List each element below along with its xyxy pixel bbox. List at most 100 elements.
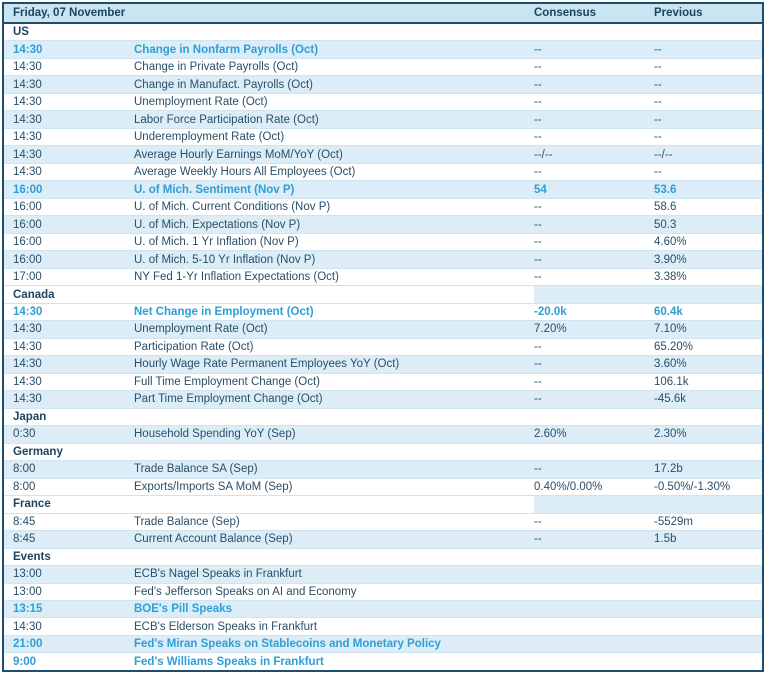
time-cell: 16:00 [13, 218, 42, 231]
previous-cell: 3.38% [654, 271, 687, 284]
consensus-cell: -- [534, 393, 542, 406]
time-cell: 16:00 [13, 253, 42, 266]
consensus-cell: -- [534, 96, 542, 109]
consensus-cell: -- [534, 78, 542, 91]
event-cell: Underemployment Rate (Oct) [134, 131, 285, 144]
event-cell: Change in Private Payrolls (Oct) [134, 61, 299, 74]
consensus-cell: 2.60% [534, 428, 567, 441]
event-cell: NY Fed 1-Yr Inflation Expectations (Oct) [134, 271, 339, 284]
previous-cell: -5529m [654, 515, 693, 528]
section-header-row: France [4, 496, 762, 514]
time-cell: 14:30 [13, 78, 42, 91]
previous-cell: 17.2b [654, 463, 683, 476]
time-cell: 14:30 [13, 305, 43, 318]
section-filler [534, 24, 762, 40]
previous-cell: -- [654, 61, 662, 74]
consensus-cell: -- [534, 358, 542, 371]
table-header-row: Friday, 07 November Consensus Previous [4, 4, 762, 24]
consensus-cell: 7.20% [534, 323, 567, 336]
time-cell: 14:30 [13, 43, 43, 56]
previous-cell: 106.1k [654, 375, 689, 388]
table-row: 17:00 NY Fed 1-Yr Inflation Expectations… [4, 268, 762, 287]
consensus-cell: -- [534, 463, 542, 476]
event-cell: Full Time Employment Change (Oct) [134, 375, 320, 388]
section-label: France [4, 496, 534, 513]
time-cell: 16:00 [13, 236, 42, 249]
time-cell: 14:30 [13, 131, 42, 144]
event-cell: U. of Mich. Expectations (Nov P) [134, 218, 301, 231]
previous-cell: 3.90% [654, 253, 687, 266]
table-row: 8:45 Current Account Balance (Sep) -- 1.… [4, 531, 762, 549]
table-row: 14:30 Unemployment Rate (Oct) -- -- [4, 93, 762, 112]
consensus-cell: -- [534, 515, 542, 528]
section-filler [534, 549, 762, 565]
time-cell: 0:30 [13, 428, 36, 441]
event-cell: Net Change in Employment (Oct) [134, 305, 314, 318]
table-row: 14:30 Unemployment Rate (Oct) 7.20% 7.10… [4, 321, 762, 339]
table-row: 13:00 Fed's Jefferson Speaks on AI and E… [4, 583, 762, 601]
event-cell: Exports/Imports SA MoM (Sep) [134, 480, 293, 493]
table-body: US 14:30 Change in Nonfarm Payrolls (Oct… [4, 24, 762, 670]
table-row: 16:00 U. of Mich. 5-10 Yr Inflation (Nov… [4, 251, 762, 269]
table-row: 14:30 Change in Nonfarm Payrolls (Oct) -… [4, 41, 762, 59]
previous-cell: 65.20% [654, 340, 694, 353]
event-cell: Average Hourly Earnings MoM/YoY (Oct) [134, 148, 343, 161]
event-cell: Unemployment Rate (Oct) [134, 323, 268, 336]
previous-cell: --/-- [654, 148, 673, 161]
previous-cell: -- [654, 113, 662, 126]
consensus-column-header: Consensus [534, 7, 596, 19]
event-cell: Trade Balance SA (Sep) [134, 463, 258, 476]
event-cell: Labor Force Participation Rate (Oct) [134, 113, 319, 126]
previous-cell: -- [654, 96, 662, 109]
table-row: 14:30 Net Change in Employment (Oct) -20… [4, 303, 762, 322]
time-cell: 14:30 [13, 166, 42, 179]
section-label: Canada [4, 286, 534, 303]
event-cell: Household Spending YoY (Sep) [134, 428, 296, 441]
previous-cell: 3.60% [654, 358, 687, 371]
previous-cell: 2.30% [654, 428, 687, 441]
event-cell: U. of Mich. 5-10 Yr Inflation (Nov P) [134, 253, 316, 266]
event-cell: ECB's Nagel Speaks in Frankfurt [134, 568, 302, 581]
section-header-row: Japan [4, 408, 762, 427]
previous-cell: -- [654, 78, 662, 91]
section-header-row: Canada [4, 286, 762, 304]
consensus-cell: -- [534, 271, 542, 284]
table-row: 8:00 Trade Balance SA (Sep) -- 17.2b [4, 461, 762, 479]
date-header: Friday, 07 November [13, 7, 126, 19]
consensus-cell: -20.0k [534, 305, 567, 318]
consensus-cell: -- [534, 375, 542, 388]
table-row: 16:00 U. of Mich. 1 Yr Inflation (Nov P)… [4, 233, 762, 252]
table-row: 21:00 Fed's Miran Speaks on Stablecoins … [4, 635, 762, 654]
time-cell: 14:30 [13, 61, 42, 74]
time-cell: 8:00 [13, 463, 36, 476]
previous-cell: 53.6 [654, 183, 677, 196]
section-label: Germany [4, 443, 534, 461]
consensus-cell: -- [534, 201, 542, 214]
time-cell: 14:30 [13, 323, 42, 336]
table-row: 14:30 ECB's Elderson Speaks in Frankfurt [4, 618, 762, 636]
previous-cell: 1.5b [654, 533, 677, 546]
event-cell: Fed's Jefferson Speaks on AI and Economy [134, 585, 357, 598]
table-row: 14:30 Labor Force Participation Rate (Oc… [4, 111, 762, 129]
table-row: 16:00 U. of Mich. Expectations (Nov P) -… [4, 216, 762, 234]
event-cell: U. of Mich. Current Conditions (Nov P) [134, 201, 331, 214]
time-cell: 14:30 [13, 96, 42, 109]
time-cell: 14:30 [13, 375, 42, 388]
time-cell: 14:30 [13, 148, 42, 161]
time-cell: 14:30 [13, 340, 42, 353]
time-cell: 13:00 [13, 585, 42, 598]
event-cell: ECB's Elderson Speaks in Frankfurt [134, 620, 318, 633]
time-cell: 9:00 [13, 655, 37, 668]
table-row: 14:30 Full Time Employment Change (Oct) … [4, 373, 762, 392]
previous-cell: 60.4k [654, 305, 683, 318]
consensus-cell: -- [534, 253, 542, 266]
consensus-cell: -- [534, 131, 542, 144]
previous-cell: 50.3 [654, 218, 677, 231]
previous-cell: -45.6k [654, 393, 686, 406]
time-cell: 16:00 [13, 201, 42, 214]
consensus-cell: --/-- [534, 148, 553, 161]
section-label: Events [4, 548, 534, 566]
event-cell: Current Account Balance (Sep) [134, 533, 293, 546]
table-row: 13:15 BOE's Pill Speaks [4, 600, 762, 619]
